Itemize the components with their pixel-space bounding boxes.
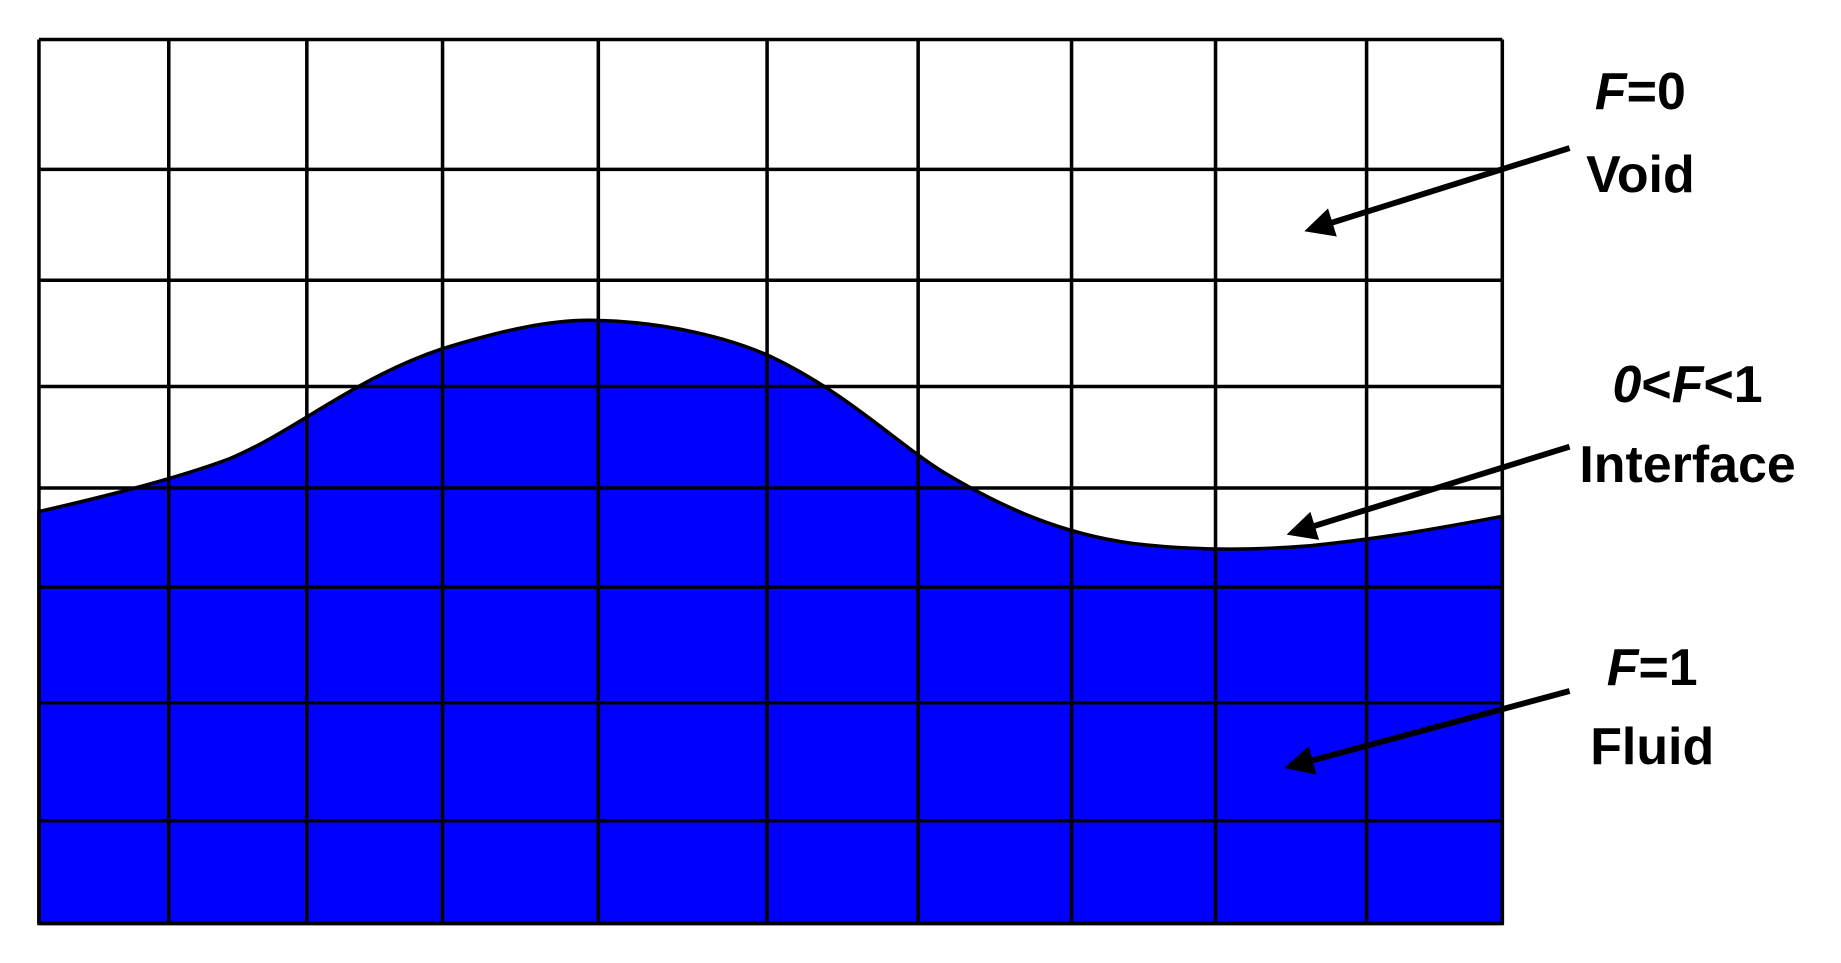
label-value: F=0 — [1595, 63, 1686, 121]
text: =1 — [1638, 639, 1697, 697]
arrow — [1286, 443, 1571, 540]
symbol: F — [1607, 639, 1640, 697]
symbol: 0 — [1613, 356, 1642, 414]
label-name: Fluid — [1590, 718, 1714, 776]
label-name: Void — [1586, 146, 1695, 204]
text: < — [1641, 356, 1671, 414]
text: =0 — [1627, 63, 1686, 121]
symbol: F — [1672, 356, 1705, 414]
label-name: Interface — [1579, 436, 1795, 494]
grid — [37, 37, 1505, 926]
arrow — [1284, 688, 1571, 775]
symbol: F — [1595, 63, 1628, 121]
label-value: F=1 — [1607, 639, 1698, 697]
label-value: 0<F<1 — [1613, 356, 1763, 414]
arrow — [1304, 145, 1571, 237]
text: <1 — [1703, 356, 1762, 414]
fluid-region — [37, 318, 1505, 926]
arrows — [1284, 145, 1571, 775]
